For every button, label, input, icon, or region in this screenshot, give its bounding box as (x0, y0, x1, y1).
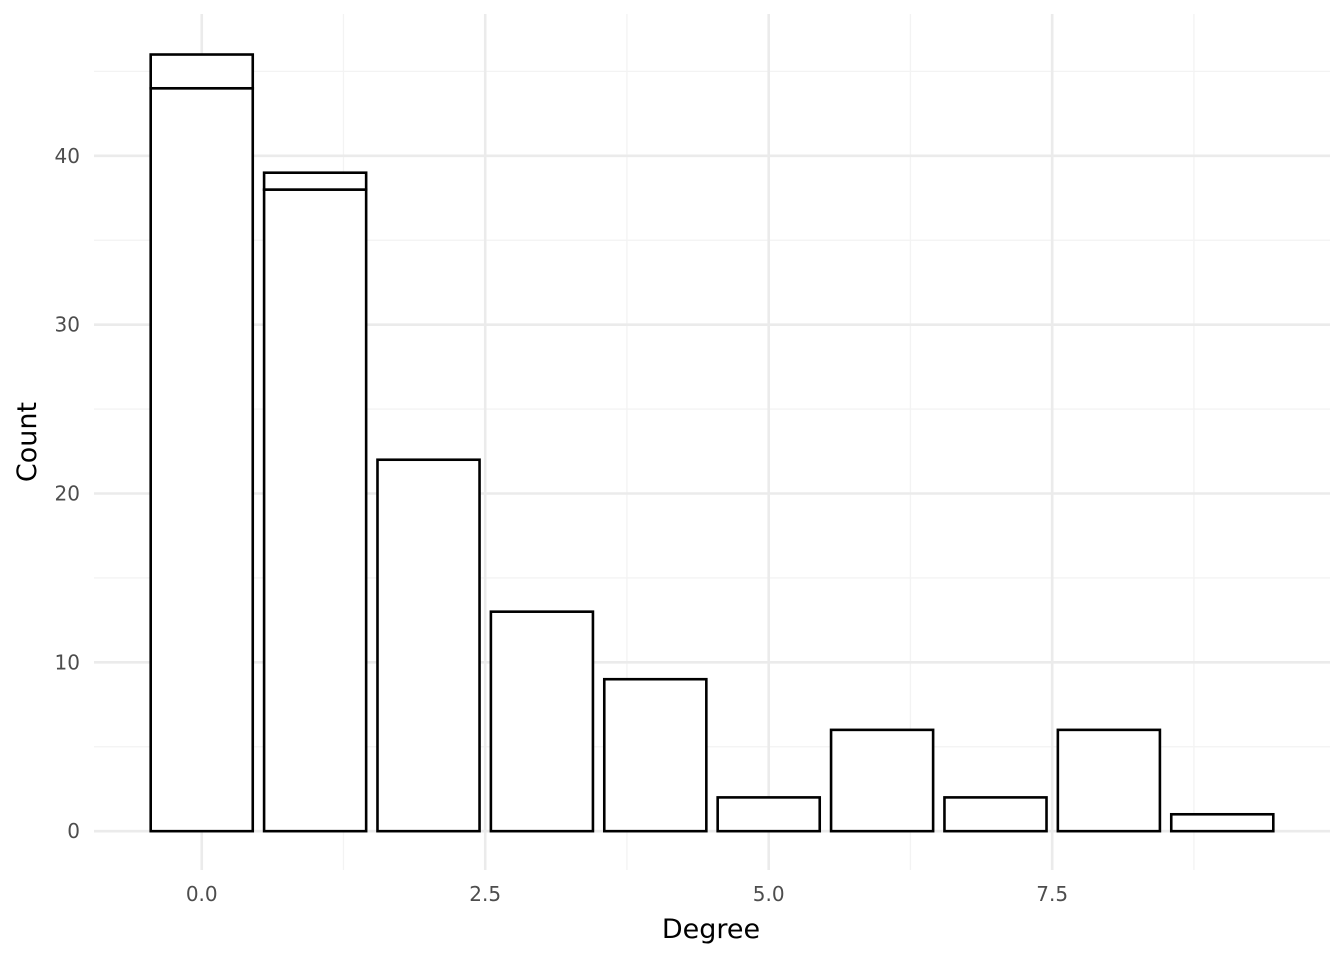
x-tick-labels: 0.0 2.5 5.0 7.5 (186, 882, 1068, 906)
bar-segment-0 (602, 677, 708, 833)
x-tick-label: 5.0 (753, 882, 785, 906)
y-tick-labels: 0 10 20 30 40 (55, 144, 80, 843)
bar-segment-0 (1169, 812, 1275, 833)
y-tick-label: 40 (55, 144, 80, 168)
bar-segment-0 (149, 86, 255, 833)
bar-segment-0 (489, 610, 595, 833)
x-tick-label: 7.5 (1036, 882, 1068, 906)
y-tick-label: 0 (67, 819, 80, 843)
bar-segment-1 (262, 171, 368, 191)
bar-segment-0 (943, 796, 1048, 833)
bar-segment-0 (262, 188, 368, 833)
bar-segment-1 (149, 53, 255, 90)
y-tick-label: 20 (55, 481, 80, 505)
x-axis-title: Degree (662, 914, 760, 945)
x-tick-label: 0.0 (186, 882, 218, 906)
y-tick-label: 30 (55, 313, 80, 337)
x-tick-label: 2.5 (469, 882, 501, 906)
bar-segment-0 (829, 728, 935, 833)
y-axis-title: Count (12, 402, 43, 482)
bar-segment-0 (716, 796, 822, 833)
bar-segment-0 (1056, 728, 1162, 833)
bars-group (149, 53, 1275, 833)
bar-segment-0 (376, 458, 481, 833)
y-tick-label: 10 (55, 650, 80, 674)
